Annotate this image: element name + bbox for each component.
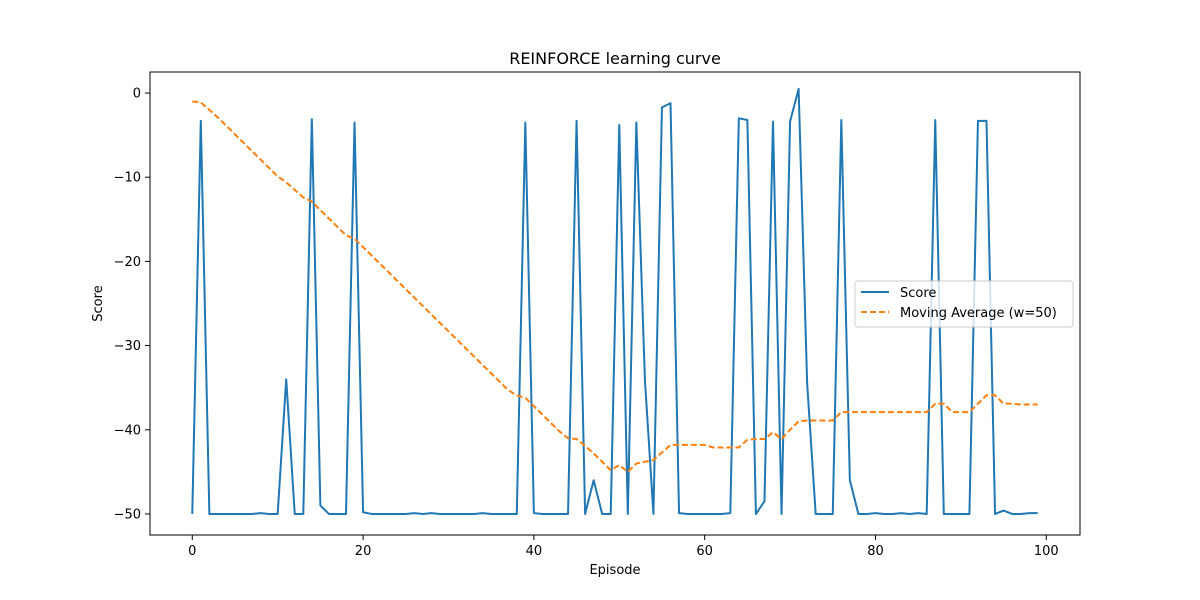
plot-frame [149, 71, 1081, 536]
x-tick-label: 0 [188, 544, 196, 559]
legend-label-score: Score [900, 286, 936, 301]
x-tick-label: 60 [696, 544, 713, 559]
series-line-moving-average [192, 100, 1038, 473]
x-tick-label: 40 [526, 544, 543, 559]
y-tick-label: −20 [114, 255, 141, 270]
series-line-score [191, 87, 1038, 515]
plot-area [149, 71, 1081, 536]
x-tick-label: 100 [1034, 544, 1059, 559]
y-tick-label: −50 [114, 507, 141, 522]
y-tick-label: −40 [114, 423, 141, 438]
x-axis-label: Episode [589, 563, 640, 578]
x-axis: 0 20 40 60 80 100 [188, 535, 1059, 559]
x-tick-label: 80 [867, 544, 884, 559]
y-axis-label: Score [91, 285, 106, 321]
y-tick-label: 0 [133, 87, 141, 102]
legend-label-moving-average: Moving Average (w=50) [900, 306, 1057, 321]
y-axis: 0 −10 −20 −30 −40 −50 [114, 87, 150, 522]
y-tick-label: −30 [114, 339, 141, 354]
chart-title: REINFORCE learning curve [509, 49, 721, 68]
series-layer [191, 87, 1038, 515]
x-tick-label: 20 [355, 544, 372, 559]
legend-box [854, 280, 1074, 328]
y-tick-label: −10 [114, 171, 141, 186]
legend: Score Moving Average (w=50) [854, 280, 1074, 328]
